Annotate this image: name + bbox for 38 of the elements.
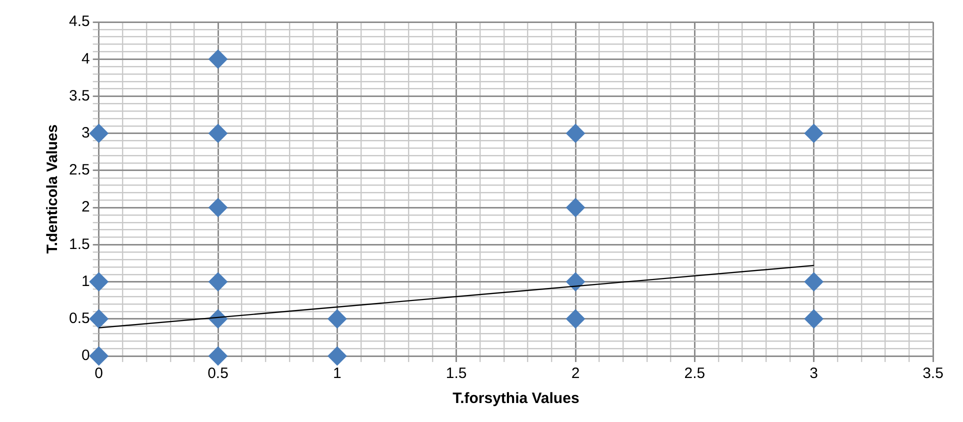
y-tick-label: 3.5	[68, 87, 90, 104]
y-tick-label: 1.5	[68, 236, 90, 253]
point	[208, 198, 228, 218]
point	[804, 272, 824, 292]
x-tick-label: 3	[810, 365, 818, 382]
y-axis-title: T.denticola Values	[44, 124, 62, 254]
point	[566, 309, 586, 328]
point	[804, 124, 824, 143]
y-tick-label: 4	[82, 50, 90, 68]
x-tick-label: 0.5	[208, 365, 228, 382]
y-tick-label: 3	[82, 124, 90, 142]
point	[566, 272, 586, 292]
y-tick-label: 4.5	[68, 13, 90, 30]
point	[328, 309, 347, 328]
x-axis-title: T.forsythia Values	[452, 390, 580, 408]
point	[208, 346, 228, 366]
point	[208, 124, 228, 143]
x-tick-label: 2.5	[684, 365, 706, 382]
y-tick-label: 0	[82, 347, 90, 364]
point	[208, 50, 228, 69]
point	[566, 124, 586, 143]
point	[328, 346, 347, 366]
point	[89, 309, 108, 328]
x-tick-label: 2	[571, 365, 580, 382]
y-tick-label: 0.5	[68, 310, 90, 328]
point	[89, 346, 108, 366]
x-tick-label: 1	[333, 365, 342, 382]
point	[89, 272, 108, 292]
x-tick-label: 1.5	[446, 365, 467, 382]
point	[208, 272, 228, 292]
point	[89, 124, 108, 143]
y-tick-label: 2.5	[68, 162, 90, 179]
point	[566, 198, 586, 218]
y-tick-label: 2	[82, 198, 90, 216]
point	[804, 309, 824, 328]
x-tick-label: 0	[94, 365, 104, 382]
x-tick-label: 3.5	[922, 365, 944, 382]
y-tick-label: 1	[82, 272, 90, 290]
